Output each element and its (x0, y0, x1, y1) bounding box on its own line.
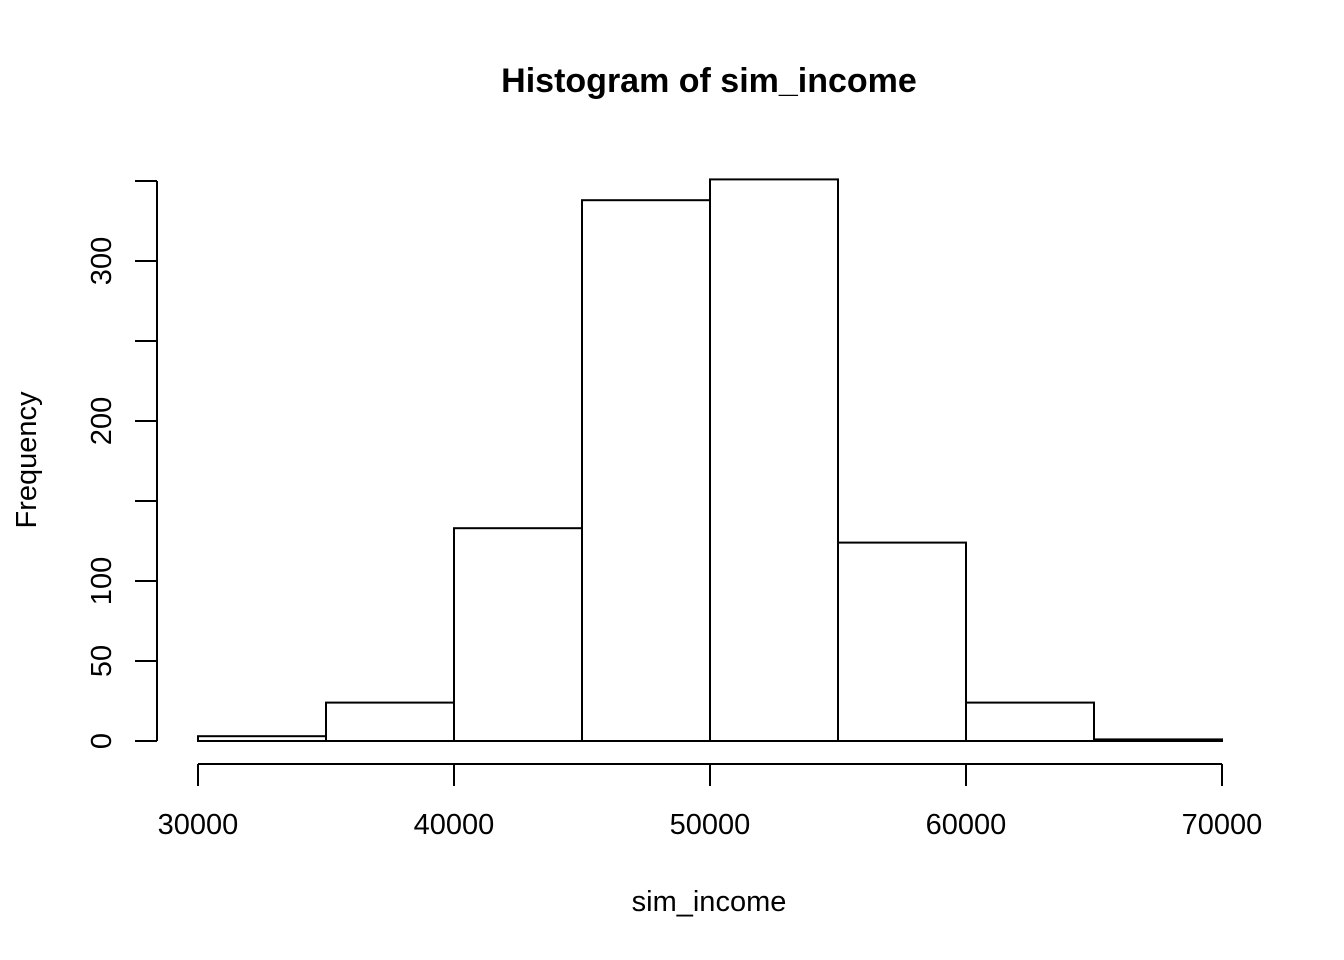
histogram-bar-3 (453, 527, 583, 743)
y-tick-label-7: 300 (86, 237, 118, 285)
y-axis-label: Frequency (11, 391, 43, 529)
y-tick-label-3: 100 (86, 557, 118, 605)
x-tick-label-1: 30000 (158, 809, 239, 841)
x-tick-label-2: 40000 (414, 809, 495, 841)
histogram-bar-2 (325, 701, 455, 742)
x-tick-label-4: 60000 (926, 809, 1007, 841)
histogram-bar-6 (837, 541, 967, 742)
x-axis: 30000 40000 50000 60000 70000 (158, 763, 1263, 841)
y-tick-label-2: 50 (86, 645, 118, 677)
x-tick-label-3: 50000 (670, 809, 751, 841)
x-tick-label-5: 70000 (1182, 809, 1263, 841)
histogram-bars (197, 178, 1223, 743)
histogram-bar-7 (965, 701, 1095, 742)
histogram-bar-8 (1093, 738, 1223, 743)
x-axis-label: sim_income (632, 886, 787, 918)
y-tick-label-1: 0 (86, 733, 118, 749)
histogram-bar-4 (581, 199, 711, 742)
histogram-bar-1 (197, 735, 327, 743)
chart-title: Histogram of sim_income (501, 62, 917, 100)
y-axis: 0 50 100 200 300 (86, 180, 158, 749)
y-tick-label-5: 200 (86, 397, 118, 445)
histogram-bar-5 (709, 178, 839, 742)
